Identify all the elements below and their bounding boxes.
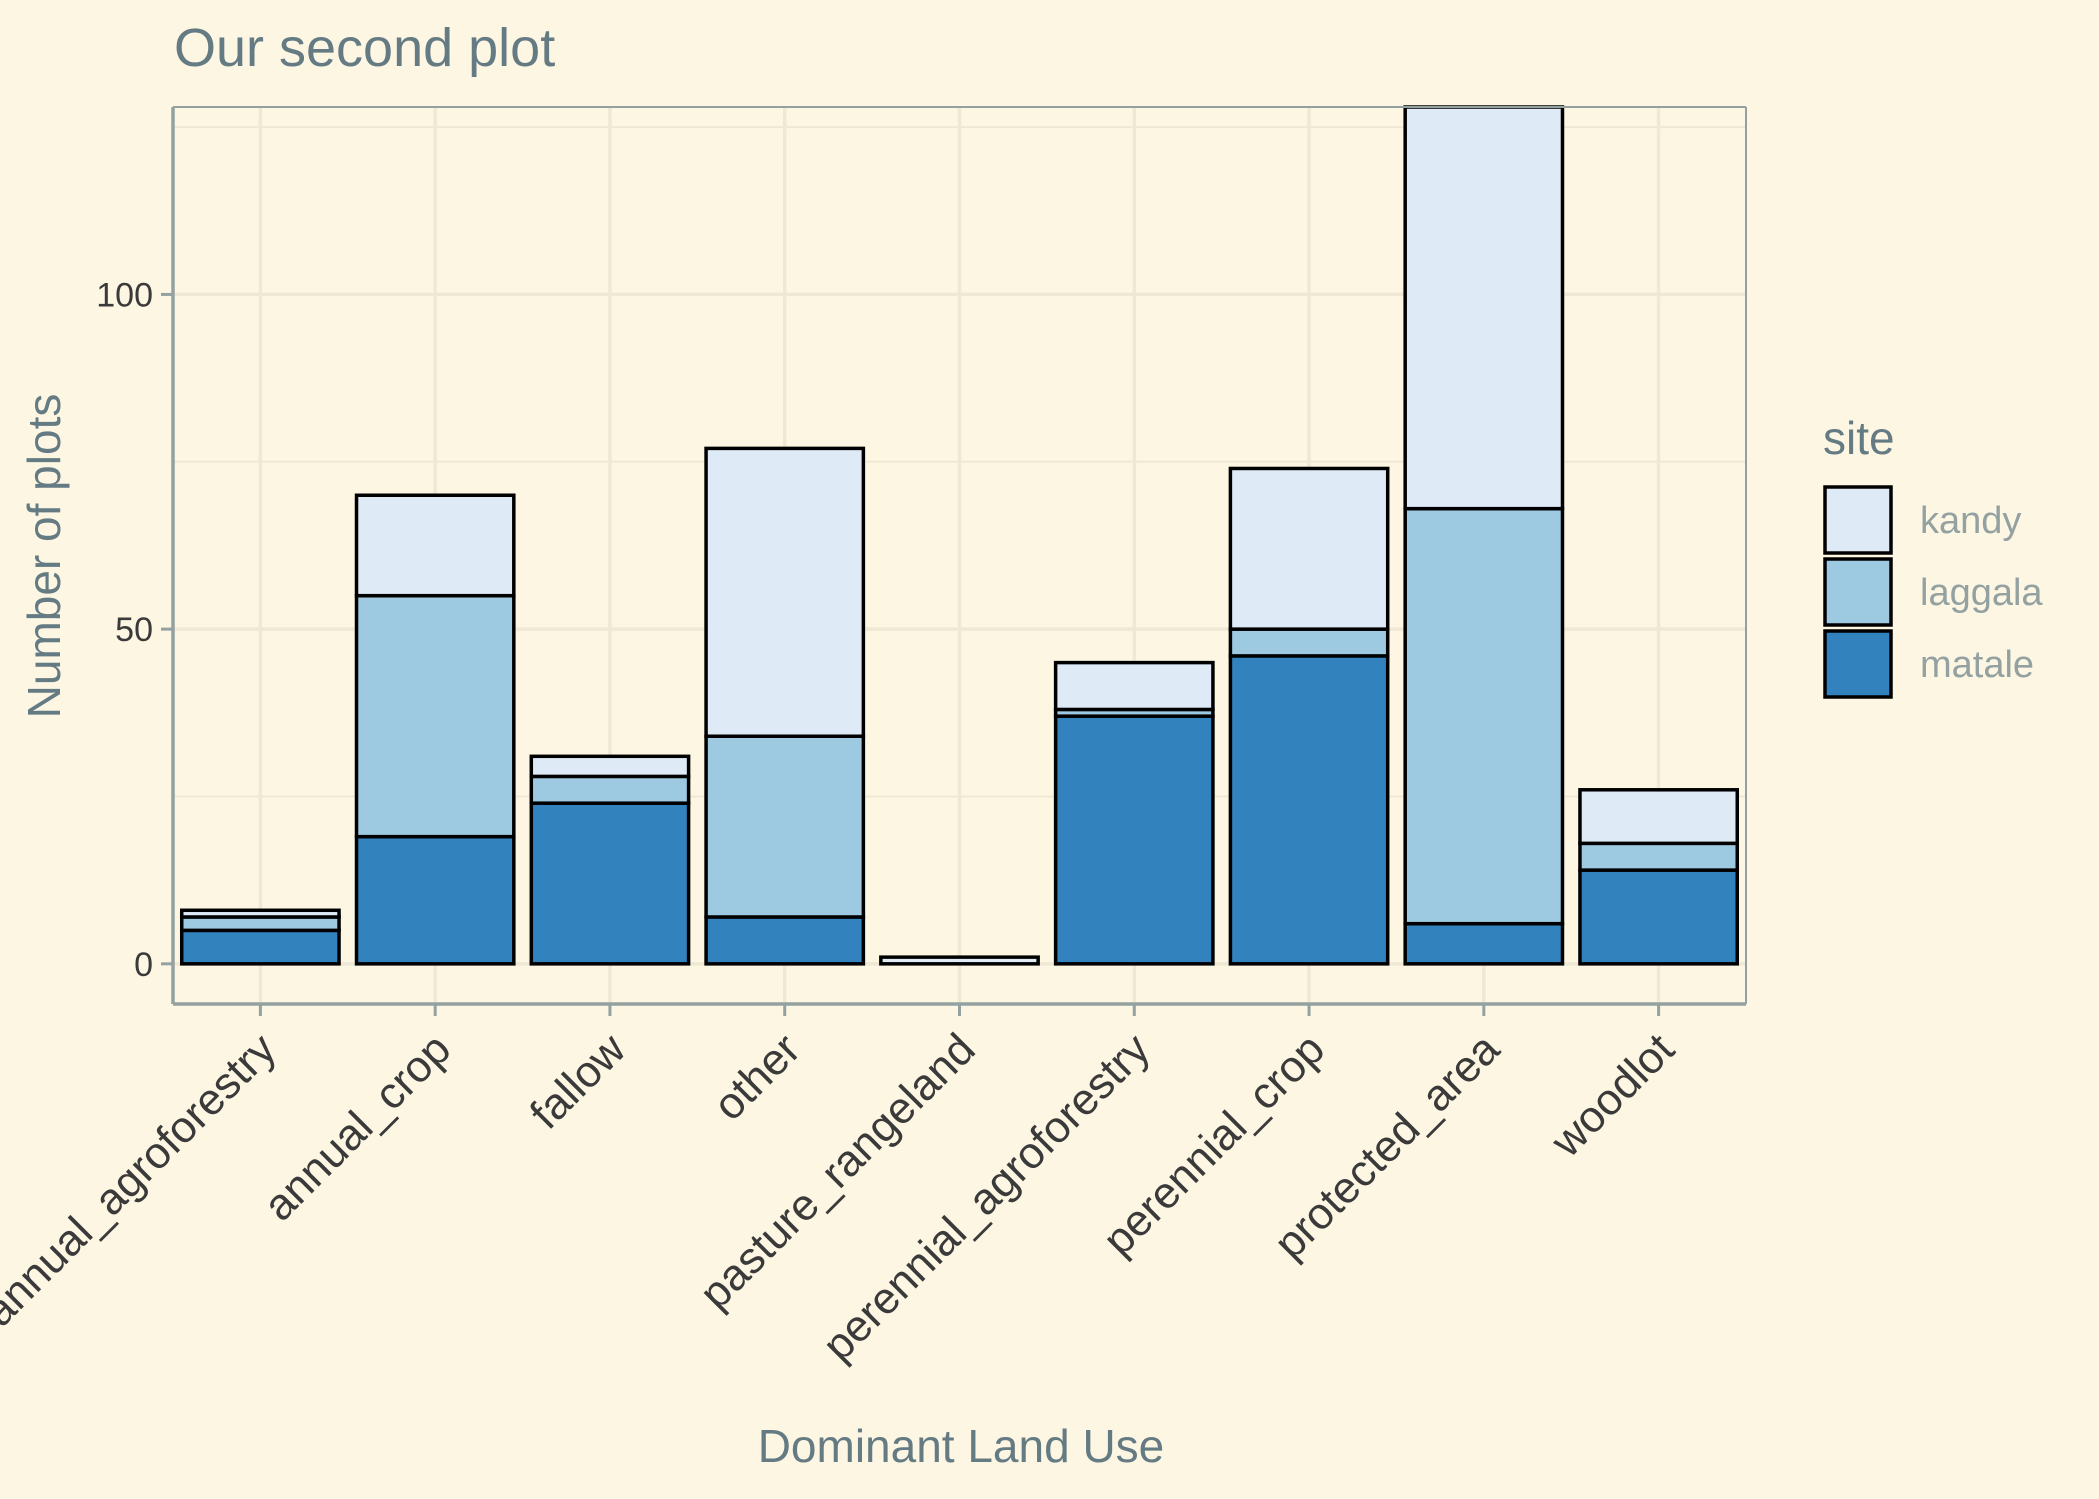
y-tick-label: 100 <box>96 276 153 314</box>
bar-pasture_rangeland-kandy <box>879 955 1040 966</box>
legend-swatch-kandy <box>1823 485 1893 555</box>
bar-other-laggala <box>704 734 866 919</box>
legend-label-kandy: kandy <box>1920 500 2021 542</box>
y-axis-title: Number of plots <box>18 394 70 719</box>
bar-fallow-matale <box>529 801 691 966</box>
bar-perennial_agroforestry-kandy <box>1053 660 1215 712</box>
legend-title: site <box>1823 412 1895 464</box>
bar-annual_agroforestry-laggala <box>179 915 341 933</box>
bar-woodlot-matale <box>1578 868 1740 966</box>
bar-protected_area-matale <box>1403 921 1565 966</box>
bar-annual_agroforestry-kandy <box>179 908 341 919</box>
bars <box>179 105 1740 966</box>
y-tick-label: 0 <box>134 946 153 984</box>
bar-protected_area-laggala <box>1403 506 1565 926</box>
bar-annual_crop-kandy <box>354 493 516 598</box>
bar-woodlot-kandy <box>1578 788 1740 846</box>
bar-protected_area-kandy <box>1403 105 1565 511</box>
bar-annual_agroforestry-matale <box>179 928 341 966</box>
x-axis-title: Dominant Land Use <box>758 1420 1165 1472</box>
y-tick-label: 50 <box>115 611 153 649</box>
bar-fallow-laggala <box>529 774 691 805</box>
bar-fallow-kandy <box>529 754 691 779</box>
bar-perennial_crop-laggala <box>1228 627 1390 658</box>
bar-perennial_crop-matale <box>1228 654 1390 966</box>
bar-other-kandy <box>704 446 866 738</box>
bar-perennial_crop-kandy <box>1228 466 1390 631</box>
legend-swatch-matale <box>1823 629 1893 699</box>
bar-perennial_agroforestry-matale <box>1053 714 1215 966</box>
legend-label-matale: matale <box>1920 644 2034 686</box>
bar-other-matale <box>704 915 866 966</box>
bar-annual_crop-laggala <box>354 593 516 839</box>
chart-title: Our second plot <box>174 18 555 78</box>
bar-woodlot-laggala <box>1578 841 1740 872</box>
bar-annual_crop-matale <box>354 834 516 966</box>
legend-swatch-laggala <box>1823 557 1893 627</box>
legend-label-laggala: laggala <box>1920 572 2043 614</box>
legend: site kandy laggala matale <box>1823 412 2043 699</box>
